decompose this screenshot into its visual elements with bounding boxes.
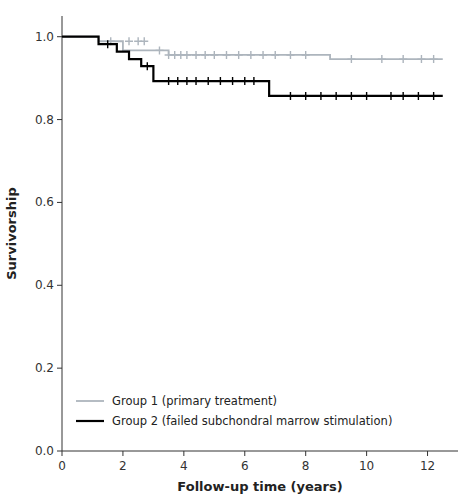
y-axis-line bbox=[62, 16, 63, 451]
x-tick-label: 0 bbox=[58, 459, 66, 473]
censor-mark bbox=[378, 55, 386, 63]
plot-area bbox=[62, 37, 443, 100]
censor-mark bbox=[183, 51, 191, 59]
x-tick bbox=[244, 451, 245, 456]
x-tick bbox=[122, 451, 123, 456]
x-tick bbox=[183, 451, 184, 456]
y-tick bbox=[57, 368, 62, 369]
x-tick-label: 8 bbox=[302, 459, 310, 473]
y-tick-label: 0.0 bbox=[35, 444, 54, 458]
x-tick-label: 12 bbox=[420, 459, 435, 473]
censor-mark bbox=[317, 92, 325, 100]
censor-mark bbox=[174, 77, 182, 85]
censor-mark bbox=[210, 51, 218, 59]
censor-mark bbox=[417, 55, 425, 63]
censor-mark bbox=[271, 51, 279, 59]
censor-mark bbox=[235, 51, 243, 59]
censor-mark bbox=[140, 37, 148, 45]
x-tick bbox=[305, 451, 306, 456]
censor-mark bbox=[286, 92, 294, 100]
y-tick bbox=[57, 451, 62, 452]
y-tick bbox=[57, 202, 62, 203]
x-tick bbox=[366, 451, 367, 456]
censor-mark bbox=[241, 77, 249, 85]
censor-mark bbox=[229, 77, 237, 85]
y-tick-label: 0.4 bbox=[35, 278, 54, 292]
y-tick bbox=[57, 119, 62, 120]
censor-mark bbox=[414, 92, 422, 100]
x-axis-line bbox=[62, 451, 458, 452]
censor-mark bbox=[286, 51, 294, 59]
censor-mark bbox=[125, 37, 133, 45]
censor-mark bbox=[430, 92, 438, 100]
censor-mark bbox=[332, 92, 340, 100]
y-tick-label: 1.0 bbox=[35, 30, 54, 44]
y-tick-label: 0.2 bbox=[35, 361, 54, 375]
legend-swatch bbox=[76, 400, 104, 402]
survival-curve bbox=[62, 37, 443, 96]
censor-mark bbox=[430, 55, 438, 63]
censor-mark bbox=[247, 51, 255, 59]
y-tick-label: 0.8 bbox=[35, 113, 54, 127]
legend: Group 1 (primary treatment) Group 2 (fail… bbox=[76, 394, 392, 428]
censor-mark bbox=[347, 55, 355, 63]
x-tick bbox=[427, 451, 428, 456]
censor-mark bbox=[204, 77, 212, 85]
legend-label: Group 2 (failed subchondral marrow stimu… bbox=[112, 414, 392, 428]
y-tick bbox=[57, 285, 62, 286]
censor-mark bbox=[201, 51, 209, 59]
x-tick-label: 4 bbox=[180, 459, 188, 473]
axes: 0 2 4 6 8 10 12 0.0 0.2 0.4 0.6 0.8 1.0 bbox=[35, 16, 458, 473]
y-tick bbox=[57, 36, 62, 37]
legend-swatch bbox=[76, 420, 104, 422]
chart: 0 2 4 6 8 10 12 0.0 0.2 0.4 0.6 0.8 1.0 Follow-up tim… bbox=[0, 0, 474, 503]
survival-curve bbox=[62, 37, 443, 59]
censor-mark bbox=[399, 92, 407, 100]
y-tick-label: 0.6 bbox=[35, 195, 54, 209]
x-tick bbox=[62, 451, 63, 456]
legend-label: Group 1 (primary treatment) bbox=[112, 394, 277, 408]
censor-mark bbox=[259, 51, 267, 59]
censor-mark bbox=[222, 51, 230, 59]
censor-mark bbox=[192, 77, 200, 85]
censor-mark bbox=[155, 46, 163, 54]
censor-mark bbox=[165, 77, 173, 85]
censor-mark bbox=[250, 77, 258, 85]
censor-mark bbox=[387, 92, 395, 100]
x-tick-label: 6 bbox=[241, 459, 249, 473]
censor-mark bbox=[363, 92, 371, 100]
censor-mark bbox=[143, 62, 151, 70]
x-tick-label: 2 bbox=[119, 459, 127, 473]
x-axis-label: Follow-up time (years) bbox=[177, 479, 342, 494]
y-axis-label: Survivorship bbox=[4, 187, 19, 280]
censor-mark bbox=[192, 51, 200, 59]
censor-mark bbox=[302, 51, 310, 59]
censor-mark bbox=[302, 92, 310, 100]
x-tick-label: 10 bbox=[359, 459, 374, 473]
censor-mark bbox=[183, 77, 191, 85]
censor-mark bbox=[347, 92, 355, 100]
censor-mark bbox=[104, 40, 112, 48]
censor-mark bbox=[399, 55, 407, 63]
censor-mark bbox=[216, 77, 224, 85]
